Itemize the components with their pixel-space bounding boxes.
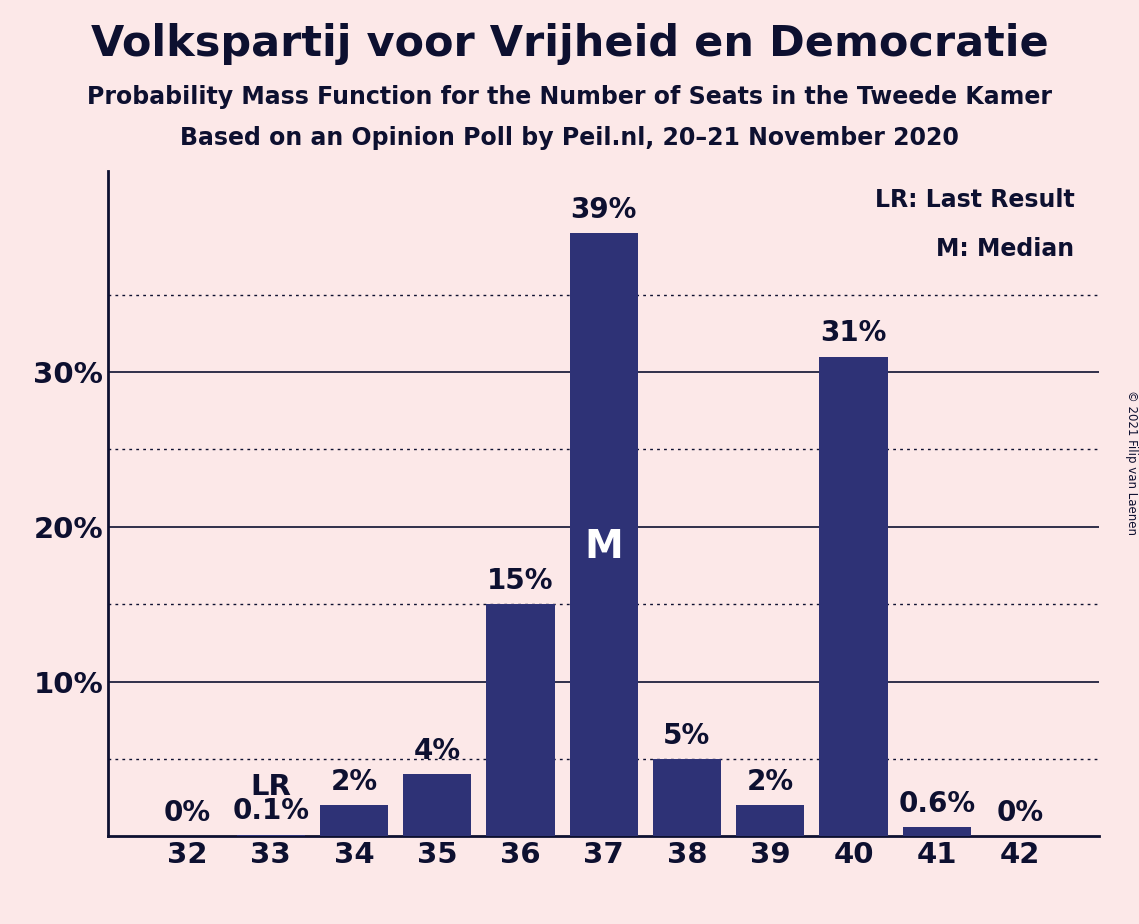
Bar bbox=[486, 604, 555, 836]
Bar bbox=[237, 834, 305, 836]
Text: 31%: 31% bbox=[820, 320, 886, 347]
Text: 5%: 5% bbox=[663, 722, 711, 749]
Text: Based on an Opinion Poll by Peil.nl, 20–21 November 2020: Based on an Opinion Poll by Peil.nl, 20–… bbox=[180, 126, 959, 150]
Text: LR: Last Result: LR: Last Result bbox=[875, 188, 1074, 212]
Bar bbox=[570, 233, 638, 836]
Text: 2%: 2% bbox=[330, 768, 377, 796]
Text: M: M bbox=[584, 528, 623, 565]
Bar bbox=[902, 827, 970, 836]
Bar bbox=[403, 774, 472, 836]
Text: 0.6%: 0.6% bbox=[899, 790, 975, 818]
Text: Probability Mass Function for the Number of Seats in the Tweede Kamer: Probability Mass Function for the Number… bbox=[87, 85, 1052, 109]
Text: 0%: 0% bbox=[164, 799, 211, 827]
Text: M: Median: M: Median bbox=[936, 237, 1074, 261]
Bar bbox=[320, 806, 388, 836]
Text: 0%: 0% bbox=[997, 799, 1043, 827]
Bar bbox=[653, 759, 721, 836]
Bar bbox=[736, 806, 804, 836]
Text: Volkspartij voor Vrijheid en Democratie: Volkspartij voor Vrijheid en Democratie bbox=[91, 23, 1048, 65]
Text: 4%: 4% bbox=[413, 737, 460, 765]
Text: 39%: 39% bbox=[571, 196, 637, 224]
Text: © 2021 Filip van Laenen: © 2021 Filip van Laenen bbox=[1124, 390, 1138, 534]
Text: LR: LR bbox=[251, 772, 292, 800]
Bar bbox=[819, 357, 887, 836]
Text: 15%: 15% bbox=[487, 566, 554, 595]
Text: 2%: 2% bbox=[747, 768, 794, 796]
Text: 0.1%: 0.1% bbox=[232, 797, 309, 825]
